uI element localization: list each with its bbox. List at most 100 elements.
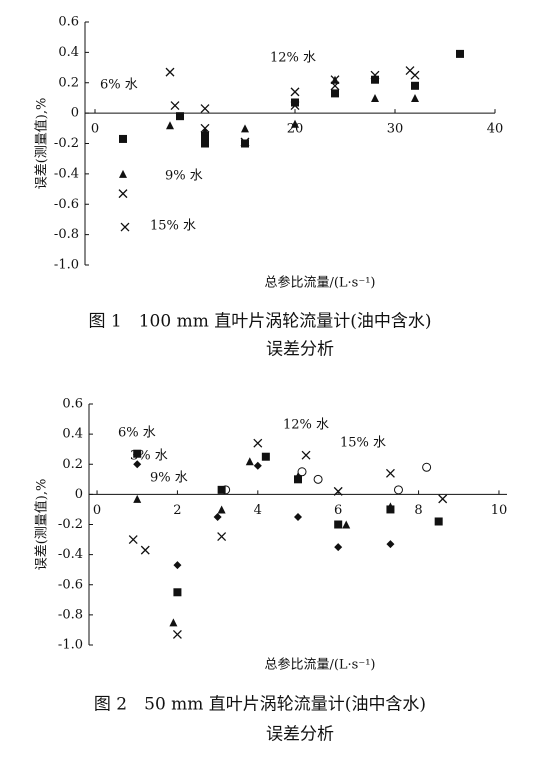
marker xyxy=(294,472,302,481)
marker xyxy=(169,618,178,627)
y-tick-label: -0.2 xyxy=(54,136,79,151)
caption: 图 2 50 mm 直叶片涡轮流量计(油中含水) xyxy=(94,695,426,715)
marker xyxy=(261,452,270,461)
y-tick-label: 0.4 xyxy=(62,427,83,442)
marker xyxy=(342,520,351,529)
marker xyxy=(411,81,419,90)
series-label: 9% 水 xyxy=(150,471,188,486)
marker xyxy=(410,70,420,80)
y-tick-label: -0.8 xyxy=(58,607,83,622)
series-label: 9% 水 xyxy=(165,169,203,184)
y-tick-label: 0.2 xyxy=(58,75,79,90)
marker xyxy=(333,486,343,496)
marker xyxy=(217,505,226,514)
marker xyxy=(200,104,210,114)
y-tick-label: 0.6 xyxy=(62,397,83,412)
marker xyxy=(119,134,127,143)
marker xyxy=(173,561,182,570)
marker xyxy=(290,87,300,97)
marker xyxy=(370,70,380,80)
marker xyxy=(170,101,180,110)
x-tick-label: 30 xyxy=(387,122,404,137)
marker xyxy=(301,450,311,460)
y-tick-label: -1.0 xyxy=(58,638,83,653)
marker xyxy=(456,49,464,58)
marker xyxy=(385,468,395,478)
x-tick-label: 4 xyxy=(254,503,262,518)
marker xyxy=(217,532,227,542)
y-axis-label: 误差(测量值),% xyxy=(34,98,50,190)
series-label: 6% 水 xyxy=(100,78,138,93)
marker xyxy=(438,494,448,504)
marker xyxy=(213,512,222,521)
marker xyxy=(172,629,182,639)
marker xyxy=(120,222,130,232)
series-label: 6% 水 xyxy=(118,426,156,441)
series-label: 15% 水 xyxy=(340,436,386,451)
marker xyxy=(201,139,209,148)
y-tick-label: -0.4 xyxy=(58,547,83,562)
y-axis-label: 误差(测量值),% xyxy=(34,479,50,571)
marker xyxy=(165,67,175,77)
y-tick-label: 0 xyxy=(75,487,83,502)
marker xyxy=(140,545,150,555)
marker xyxy=(386,540,395,549)
marker xyxy=(133,449,142,458)
marker xyxy=(221,485,231,495)
marker xyxy=(371,75,379,84)
x-axis-label: 总参比流量/(L·s⁻¹) xyxy=(264,275,375,291)
marker xyxy=(241,139,249,148)
marker xyxy=(422,462,432,472)
marker xyxy=(393,485,403,495)
marker xyxy=(386,502,395,511)
y-tick-label: -0.8 xyxy=(54,227,79,242)
marker xyxy=(173,588,182,597)
series-label: 12% 水 xyxy=(283,418,329,433)
y-tick-label: -0.4 xyxy=(54,166,79,181)
series-label: 15% 水 xyxy=(150,219,196,234)
marker xyxy=(291,98,299,107)
series-label: 12% 水 xyxy=(270,51,316,66)
marker xyxy=(240,137,250,147)
marker xyxy=(371,93,379,102)
marker xyxy=(245,457,254,466)
marker xyxy=(297,467,307,477)
marker xyxy=(434,517,443,526)
y-tick-label: 0.2 xyxy=(62,457,83,472)
y-tick-label: -0.6 xyxy=(54,197,79,212)
x-axis-label: 总参比流量/(L·s⁻¹) xyxy=(264,657,375,673)
marker xyxy=(133,460,142,469)
marker xyxy=(241,124,249,133)
marker xyxy=(176,112,184,121)
marker xyxy=(334,543,343,552)
x-tick-label: 10 xyxy=(491,503,508,518)
y-tick-label: 0.6 xyxy=(58,15,79,30)
marker xyxy=(334,520,343,529)
marker xyxy=(128,535,138,545)
y-tick-label: 0 xyxy=(71,106,79,121)
x-tick-label: 6 xyxy=(334,503,342,518)
marker xyxy=(291,119,299,128)
marker xyxy=(290,101,300,110)
marker xyxy=(200,123,210,133)
x-tick-label: 8 xyxy=(414,503,422,518)
y-tick-label: -0.2 xyxy=(58,517,83,532)
marker xyxy=(133,494,142,503)
marker xyxy=(331,89,339,98)
x-tick-label: 2 xyxy=(173,503,181,518)
caption: 误差分析 xyxy=(266,340,334,360)
marker xyxy=(330,81,340,91)
series-label: 3% 水 xyxy=(130,449,168,464)
marker xyxy=(119,169,127,178)
marker xyxy=(118,189,128,199)
x-tick-label: 20 xyxy=(287,122,304,137)
marker xyxy=(201,131,209,140)
marker xyxy=(313,474,323,484)
marker xyxy=(201,127,209,136)
caption: 图 1 100 mm 直叶片涡轮流量计(油中含水) xyxy=(89,312,432,332)
marker xyxy=(166,121,174,130)
y-tick-label: -0.6 xyxy=(58,577,83,592)
marker xyxy=(253,461,262,470)
x-tick-label: 0 xyxy=(91,122,99,137)
